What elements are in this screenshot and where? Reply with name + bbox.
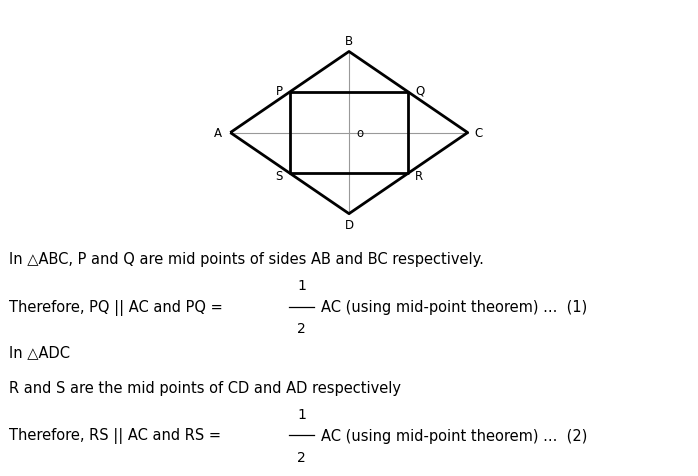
Text: 1: 1 <box>297 279 306 293</box>
Text: AC (using mid-point theorem) ...  (1): AC (using mid-point theorem) ... (1) <box>321 299 587 315</box>
Text: R and S are the mid points of CD and AD respectively: R and S are the mid points of CD and AD … <box>9 380 401 396</box>
Text: 1: 1 <box>297 407 306 421</box>
Text: 2: 2 <box>297 450 306 464</box>
Text: Q: Q <box>415 84 424 98</box>
Text: 2: 2 <box>297 321 306 335</box>
Text: R: R <box>415 169 424 182</box>
Text: In △ADC: In △ADC <box>9 345 70 360</box>
Text: Therefore, RS || AC and RS =: Therefore, RS || AC and RS = <box>9 427 221 444</box>
Text: P: P <box>276 84 283 98</box>
Text: AC (using mid-point theorem) ...  (2): AC (using mid-point theorem) ... (2) <box>321 428 588 443</box>
Text: S: S <box>275 169 283 182</box>
Text: Therefore, PQ || AC and PQ =: Therefore, PQ || AC and PQ = <box>9 299 223 315</box>
Text: o: o <box>356 127 363 140</box>
Text: C: C <box>475 127 483 140</box>
Text: D: D <box>344 219 354 232</box>
Text: In △ABC, P and Q are mid points of sides AB and BC respectively.: In △ABC, P and Q are mid points of sides… <box>9 252 484 267</box>
Text: B: B <box>345 35 353 48</box>
Text: A: A <box>214 127 222 140</box>
